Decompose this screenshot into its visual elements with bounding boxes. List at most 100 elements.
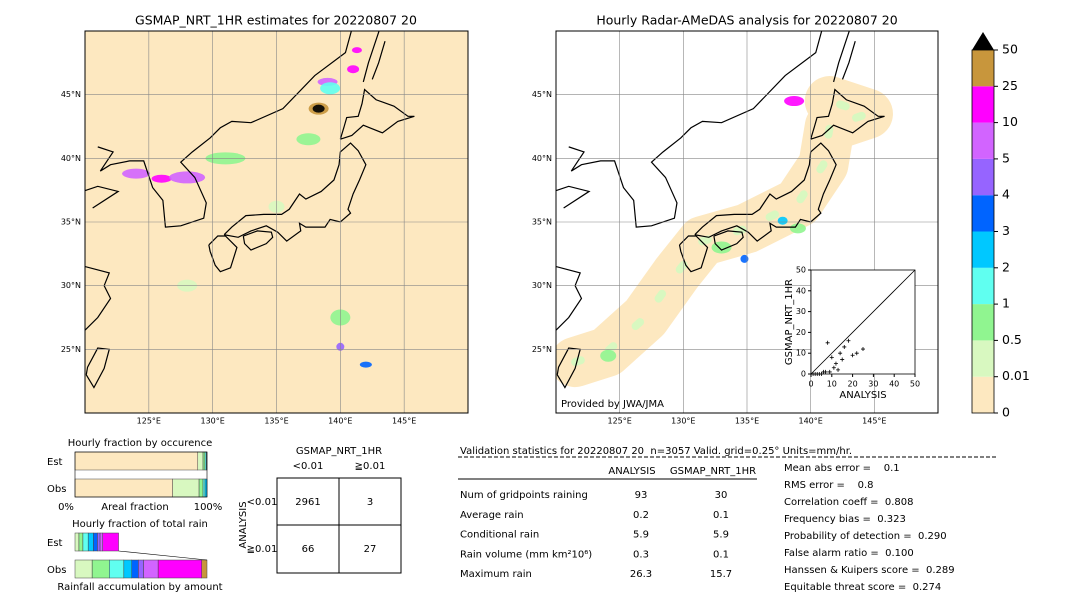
rain-area — [789, 223, 806, 234]
row-label: Obs — [47, 565, 66, 576]
stats-row-label: Conditional rain — [460, 530, 539, 541]
lon-tick-label: 125°E — [608, 417, 632, 426]
lat-tick-label: 40°N — [61, 154, 81, 163]
lon-tick-label: 125°E — [137, 417, 161, 426]
scatter-point — [817, 372, 822, 376]
rain-area — [600, 349, 617, 362]
scatter-point — [831, 365, 836, 370]
scatter-point — [842, 344, 847, 349]
colorbar-extend — [972, 32, 994, 50]
ct-cell: 27 — [364, 544, 377, 555]
stats-value: 26.3 — [630, 569, 652, 580]
colorbar-box — [972, 50, 994, 87]
rain-segment — [74, 559, 93, 579]
lon-tick-label: 140°E — [799, 417, 823, 426]
rain-segment — [74, 532, 80, 552]
score: Correlation coeff = 0.808 — [784, 497, 914, 508]
occurrence-frame — [74, 451, 208, 498]
ct-col-label: <0.01 — [293, 461, 324, 472]
coastline — [97, 31, 352, 228]
rain-segment — [102, 532, 119, 552]
coastline — [371, 41, 386, 80]
lon-tick-label: 145°E — [392, 417, 416, 426]
scatter-point — [827, 369, 832, 374]
rain-segment — [91, 559, 110, 579]
coastline — [841, 41, 856, 80]
y-tick-label: 10 — [796, 349, 806, 358]
fraction-segment — [172, 478, 200, 498]
colorbar-box — [972, 231, 994, 268]
coastline — [556, 265, 583, 332]
ct-row-label: <0.01 — [247, 497, 278, 508]
fraction-segment — [198, 478, 204, 498]
colorbar-label: 25 — [1002, 78, 1018, 93]
colorbar-label: 4 — [1002, 187, 1010, 202]
lat-tick-label: 30°N — [61, 281, 81, 290]
scatter-point — [861, 347, 865, 352]
ct-row-label: ≧0.01 — [247, 544, 278, 555]
y-tick-label: 40 — [796, 286, 806, 295]
link-line — [118, 550, 208, 561]
left-map-frame — [84, 30, 469, 414]
colorbar-box — [972, 376, 994, 413]
rain-segment — [201, 559, 208, 579]
rain-area — [351, 47, 362, 54]
coastline — [85, 185, 120, 209]
lon-tick-label: 130°E — [201, 417, 225, 426]
rain-area — [740, 254, 749, 263]
occurrence-title: Hourly fraction by occurence — [68, 438, 212, 449]
colorbar-box — [972, 340, 994, 377]
x-tick-label: 10 — [827, 380, 837, 389]
score: Mean abs error = 0.1 — [784, 463, 900, 474]
score: Probability of detection = 0.290 — [784, 531, 947, 542]
rain-area — [312, 104, 325, 113]
stats-value: 0.3 — [633, 549, 649, 560]
colorbar-box — [972, 267, 994, 305]
colorbar-box — [972, 86, 994, 123]
colorbar-box — [972, 195, 994, 232]
y-tick-label: 50 — [796, 266, 806, 275]
ct-title: GSMAP_NRT_1HR — [296, 446, 382, 457]
rain-area — [320, 82, 341, 95]
stats-value: 0.1 — [713, 549, 729, 560]
score: Frequency bias = 0.323 — [784, 514, 906, 525]
x-tick-label: 40 — [889, 380, 899, 389]
rain-area — [784, 96, 805, 107]
colorbar-label: 1 — [1002, 296, 1010, 311]
stats-row-label: Maximum rain — [460, 569, 532, 580]
x-tick-label: 0 — [808, 380, 813, 389]
coastline — [208, 235, 238, 273]
stats-col: ANALYSIS — [608, 466, 655, 477]
rain-segment — [99, 532, 103, 552]
coastline — [833, 31, 850, 83]
rain-segment — [143, 559, 159, 579]
left-map-title: GSMAP_NRT_1HR estimates for 20220807 20 — [135, 13, 417, 28]
stats-value: 93 — [635, 490, 648, 501]
rain-area — [169, 171, 206, 184]
coastline — [678, 235, 709, 273]
total-rain-title: Hourly fraction of total rain — [72, 519, 208, 530]
axis-left: 0% — [58, 502, 74, 513]
stats-row-label: Average rain — [460, 510, 524, 521]
stats-value: 5.9 — [633, 530, 649, 541]
colorbar-label: 0.5 — [1002, 332, 1022, 347]
fraction-segment — [202, 451, 206, 471]
stats-value: 30 — [715, 490, 728, 501]
fraction-segment — [197, 451, 204, 471]
colorbar-label: 2 — [1002, 259, 1010, 274]
coastline — [242, 230, 274, 251]
credit: Provided by JWA/JMA — [561, 399, 664, 410]
right-map-frame — [555, 30, 939, 414]
x-tick-label: 20 — [848, 380, 858, 389]
rain-segment — [93, 532, 98, 552]
coastline — [85, 265, 112, 332]
lat-tick-label: 40°N — [532, 154, 552, 163]
row-label: Est — [47, 538, 63, 549]
colorbar-label: 50 — [1002, 42, 1018, 57]
rain-segment — [82, 532, 89, 552]
coastline — [339, 88, 415, 140]
axis-right: 100% — [194, 502, 223, 513]
lon-tick-label: 135°E — [264, 417, 288, 426]
score: False alarm ratio = 0.100 — [784, 548, 914, 559]
